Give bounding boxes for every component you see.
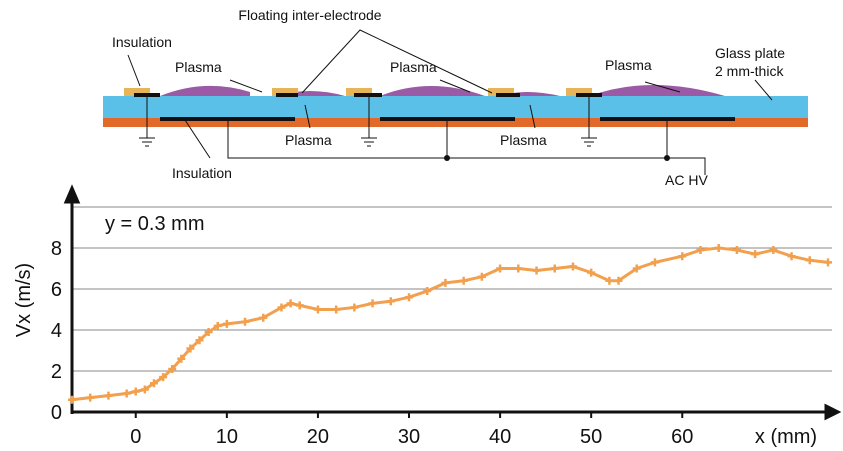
data-point <box>568 262 577 271</box>
x-tick-label: 10 <box>216 426 238 448</box>
data-point <box>122 389 131 398</box>
wiring <box>127 29 773 175</box>
data-point <box>313 305 322 314</box>
data-point <box>168 364 177 373</box>
y-axis-label: Vx (m/s) <box>13 263 35 337</box>
data-point <box>86 393 95 402</box>
data-point <box>405 293 414 302</box>
y-tick-label: 8 <box>51 238 62 260</box>
x-tick-label: 50 <box>580 426 602 448</box>
data-point <box>605 276 614 285</box>
data-point <box>614 276 623 285</box>
diagram-label: Plasma <box>175 59 222 75</box>
bottom-layer <box>103 118 808 127</box>
chart: Vx (m/s) y = 0.3 mm x (mm) <box>13 213 817 448</box>
data-point <box>295 301 304 310</box>
data-point <box>550 264 559 273</box>
x-tick-label: 40 <box>489 426 511 448</box>
data-point <box>678 252 687 261</box>
diagram-label: Plasma <box>285 132 332 148</box>
data-point <box>204 328 213 337</box>
data-point <box>587 268 596 277</box>
y-tick-label: 0 <box>51 402 62 424</box>
diagram-label: AC HV <box>665 172 708 188</box>
data-point <box>787 252 796 261</box>
device-diagram <box>103 29 808 175</box>
electrodes <box>134 93 735 121</box>
diagram-label: Glass plate <box>715 45 785 61</box>
y-tick-label: 4 <box>51 320 62 342</box>
data-point <box>732 246 741 255</box>
data-point <box>532 266 541 275</box>
data-point <box>159 373 168 382</box>
data-point <box>195 336 204 345</box>
diagram-label: Plasma <box>605 57 652 73</box>
data-point <box>350 303 359 312</box>
x-axis <box>72 403 842 421</box>
data-point <box>140 385 149 394</box>
data-point <box>496 264 505 273</box>
x-tick-label: 20 <box>307 426 329 448</box>
data-point <box>277 303 286 312</box>
diagram-label: Plasma <box>390 59 437 75</box>
x-tick-label: 0 <box>130 426 141 448</box>
data-point <box>241 317 250 326</box>
data-point <box>68 395 76 404</box>
data-point <box>696 246 705 255</box>
data-point <box>824 258 832 267</box>
data-line <box>71 246 829 402</box>
data-point <box>259 313 268 322</box>
data-point <box>805 256 814 265</box>
data-point <box>459 276 468 285</box>
data-point <box>104 391 113 400</box>
data-point <box>286 299 295 308</box>
plasma <box>160 85 725 96</box>
data-point <box>714 244 723 252</box>
data-point <box>186 344 195 353</box>
data-point <box>769 246 778 255</box>
x-tick-label: 30 <box>398 426 420 448</box>
data-point <box>177 354 186 363</box>
data-point <box>423 287 432 296</box>
insulation-blocks <box>124 88 592 96</box>
glass-plate <box>103 96 808 118</box>
diagram-label: 2 mm-thick <box>715 63 784 79</box>
y-axis <box>63 184 81 414</box>
data-point <box>131 387 140 396</box>
data-point <box>368 299 377 308</box>
diagram-label: Insulation <box>172 165 232 181</box>
data-point <box>213 321 222 330</box>
diagram-label: Floating inter-electrode <box>238 7 381 23</box>
data-point <box>386 297 395 306</box>
y-tick-label: 6 <box>51 279 62 301</box>
data-point <box>650 258 659 267</box>
data-point <box>441 278 450 287</box>
diagram-label: Plasma <box>500 132 547 148</box>
data-point <box>514 264 523 273</box>
data-point <box>751 250 760 259</box>
data-point <box>632 264 641 273</box>
diagram-label: Insulation <box>112 34 172 50</box>
annotation: y = 0.3 mm <box>105 213 204 235</box>
data-point <box>222 319 231 328</box>
y-tick-label: 2 <box>51 361 62 383</box>
data-point <box>149 379 158 388</box>
x-axis-label: x (mm) <box>755 426 817 448</box>
data-point <box>332 305 341 314</box>
data-point <box>477 272 486 281</box>
x-tick-label: 60 <box>671 426 693 448</box>
